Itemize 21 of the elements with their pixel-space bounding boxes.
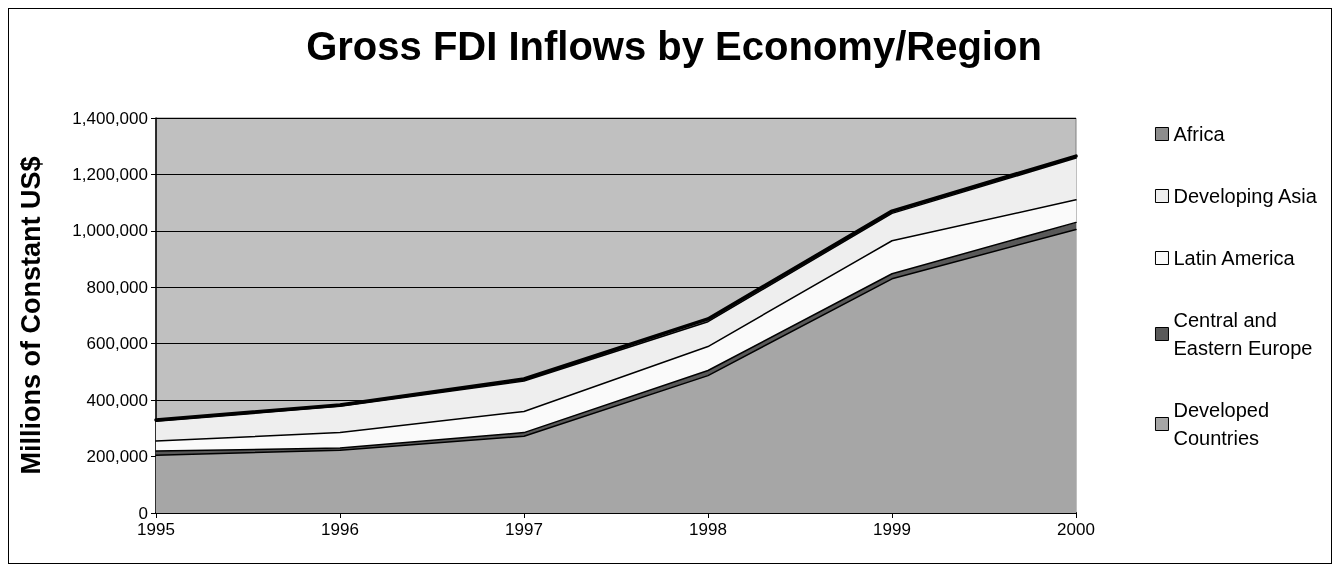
y-tick-label: 400,000 xyxy=(86,390,148,410)
x-tick-label: 1997 xyxy=(505,520,543,539)
x-tick-label: 1999 xyxy=(873,520,911,539)
y-tick-label: 0 xyxy=(138,503,148,523)
legend-label: Central and Eastern Europe xyxy=(1173,309,1313,359)
x-tick-label: 1995 xyxy=(137,520,175,539)
legend-label: Latin America xyxy=(1173,247,1296,269)
legend-label: Africa xyxy=(1173,123,1226,145)
x-tick-label: 1998 xyxy=(689,520,727,539)
y-axis-title: Millions of Constant US$ xyxy=(15,156,46,475)
x-tick-label: 2000 xyxy=(1057,520,1095,539)
y-tick-label: 200,000 xyxy=(86,447,148,467)
legend-label: Developing Asia xyxy=(1173,185,1318,207)
chart-title: Gross FDI Inflows by Economy/Region xyxy=(306,24,1042,68)
y-tick-label: 1,000,000 xyxy=(72,221,148,241)
y-tick-label: 1,200,000 xyxy=(72,164,148,184)
legend-label: Developed Countries xyxy=(1173,399,1270,449)
x-tick-label: 1996 xyxy=(321,520,359,539)
y-tick-label: 1,400,000 xyxy=(72,108,148,128)
y-tick-label: 800,000 xyxy=(86,277,148,297)
y-tick-label: 600,000 xyxy=(86,334,148,354)
